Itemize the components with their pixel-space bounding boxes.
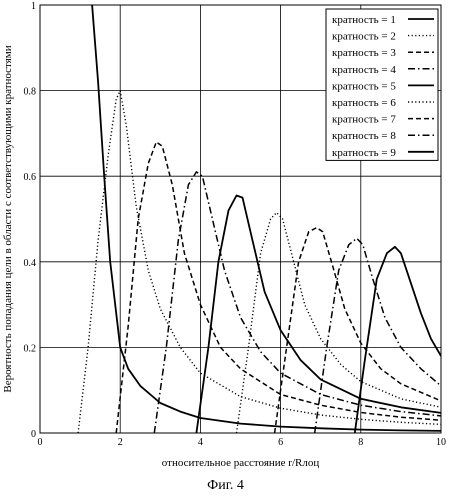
plot-frame [39,4,442,434]
series-line-9 [353,245,442,434]
y-tick-label: 0.8 [24,87,37,98]
y-tick-label: 0.4 [24,258,37,269]
legend-entry-6: кратность = 6 [332,97,396,109]
legend-entry-8: кратность = 8 [332,130,396,142]
y-tick-label: 0.2 [24,343,37,354]
series-line-2 [77,89,442,434]
series-line-4 [153,171,442,434]
tick-labels: 0 2 4 6 8 10 0 0.2 0.4 0.6 0.8 1 [24,1,447,448]
x-tick-label: 2 [118,437,123,448]
x-tick-label: 0 [38,437,43,448]
series-line-3 [115,141,442,434]
legend-entry-2: кратность = 2 [332,31,396,43]
y-axis-label: Вероятность попадания цели в области с с… [2,45,14,392]
legend: кратность = 1 кратность = 2 кратность = 3 к… [325,8,439,161]
x-tick-label: 6 [278,437,283,448]
series-line-5 [195,194,442,434]
series-group [77,4,442,434]
series-line-6 [235,211,442,434]
legend-entry-7: кратность = 7 [332,114,396,126]
legend-entry-3: кратность = 3 [332,47,396,59]
x-tick-label: 4 [198,437,203,448]
x-tick-label: 8 [358,437,363,448]
figure-caption: Фиг. 4 [207,478,244,493]
legend-entry-4: кратность = 4 [332,64,396,76]
legend-entry-5: кратность = 5 [332,80,396,92]
x-axis-label: относительное расстояние r/Rлоц [162,457,320,469]
legend-entry-1: кратность = 1 [332,14,396,26]
y-tick-label: 0 [31,429,36,440]
x-tick-label: 10 [436,437,446,448]
series-line-1 [91,4,442,432]
y-tick-label: 0.6 [24,172,37,183]
y-tick-label: 1 [31,1,36,12]
legend-entry-9: кратность = 9 [332,147,396,159]
